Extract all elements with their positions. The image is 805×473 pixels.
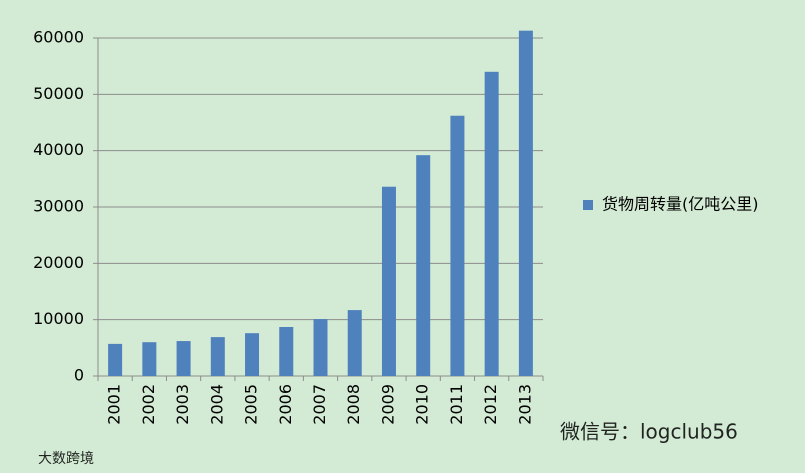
x-tick-label: 2013 — [515, 384, 534, 425]
x-tick-label: 2012 — [481, 384, 500, 425]
x-tick-label: 2009 — [378, 384, 397, 425]
y-tick-label: 60000 — [33, 28, 84, 47]
y-tick-label: 20000 — [33, 253, 84, 272]
x-tick-label: 2004 — [207, 384, 226, 425]
legend-swatch — [583, 200, 593, 210]
bar — [279, 326, 294, 376]
x-tick-label: 2001 — [105, 384, 124, 425]
y-tick-label: 40000 — [33, 140, 84, 159]
bar — [313, 319, 328, 376]
x-tick-label: 2002 — [139, 384, 158, 425]
bar — [347, 310, 362, 376]
y-tick-label: 50000 — [33, 84, 84, 103]
x-tick-label: 2011 — [447, 384, 466, 425]
x-tick-label: 2010 — [413, 384, 432, 425]
watermark: 大数跨境 — [38, 451, 94, 467]
x-tick-label: 2008 — [344, 384, 363, 425]
bar — [416, 155, 431, 376]
x-tick-label: 2006 — [276, 384, 295, 425]
bar — [210, 337, 225, 376]
y-tick-label: 30000 — [33, 197, 84, 216]
bar — [108, 343, 123, 376]
legend-label: 货物周转量(亿吨公里) — [602, 195, 759, 214]
bar — [381, 186, 396, 376]
bar — [245, 333, 260, 376]
bar — [484, 71, 499, 377]
y-tick-label: 10000 — [33, 309, 84, 328]
x-tick-label: 2005 — [242, 384, 261, 425]
x-tick-label: 2007 — [310, 384, 329, 425]
bar — [176, 341, 191, 376]
watermark: 微信号：logclub56 — [560, 420, 738, 444]
x-tick-label: 2003 — [173, 384, 192, 425]
bar — [518, 30, 533, 376]
bar — [450, 115, 465, 377]
bar — [142, 342, 157, 376]
y-tick-label: 0 — [74, 366, 84, 385]
